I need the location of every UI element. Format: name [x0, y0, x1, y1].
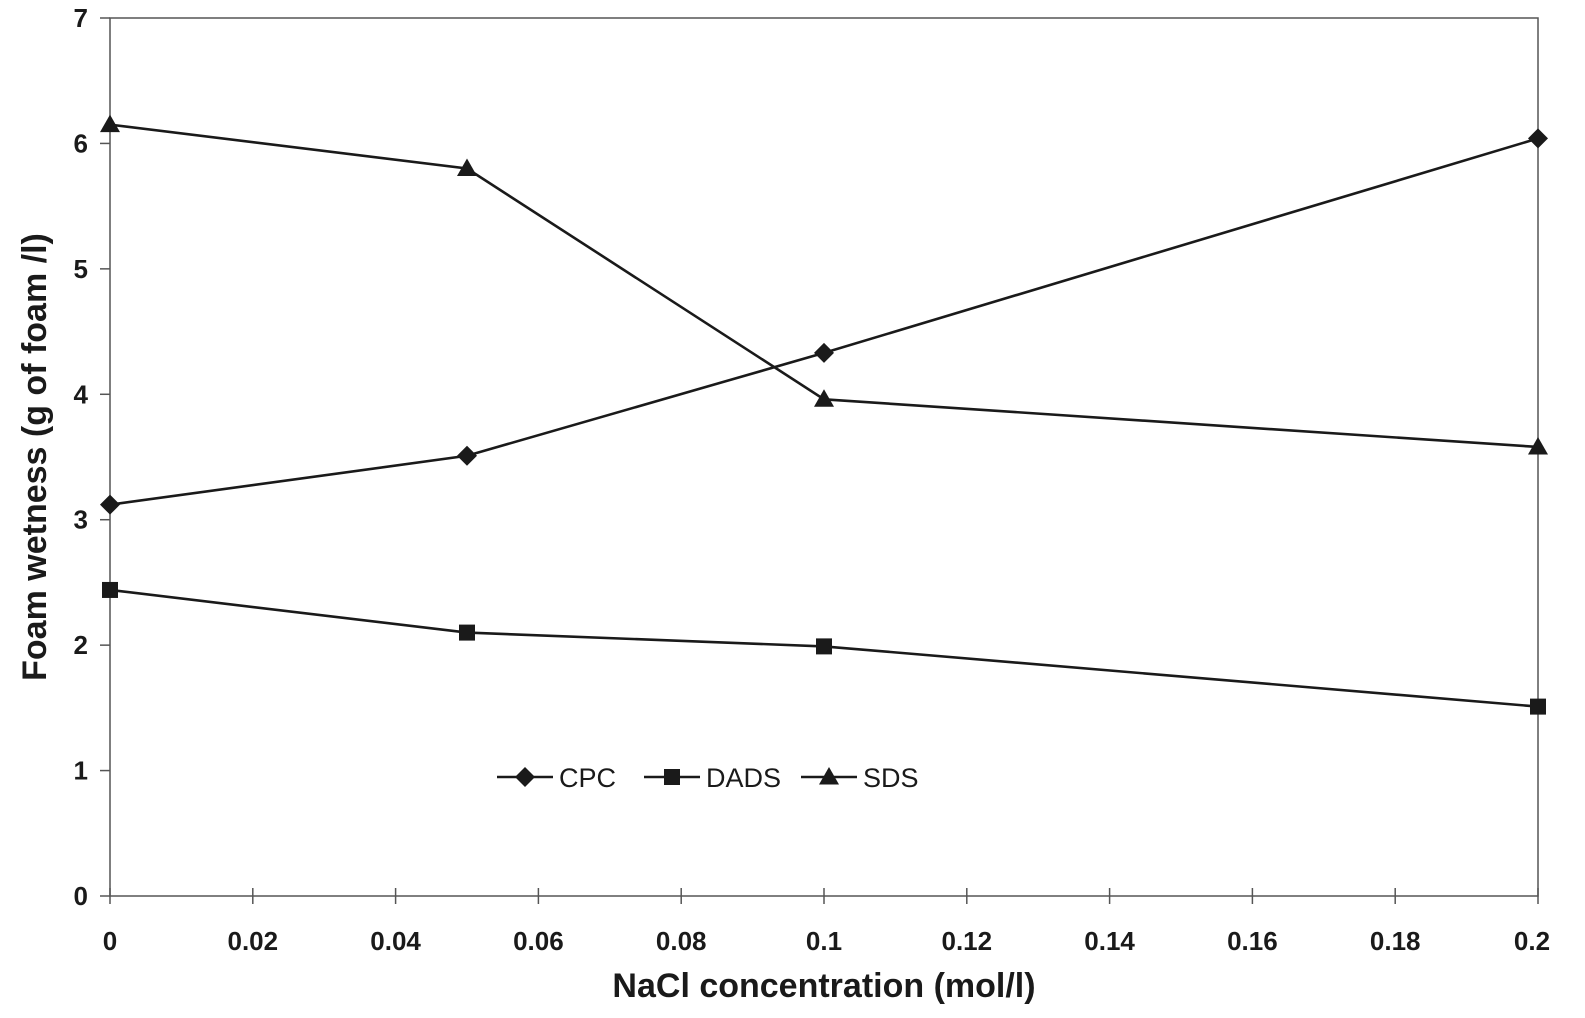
legend-label-sds: SDS — [863, 763, 919, 793]
legend: CPC DADS SDS — [497, 763, 919, 793]
y-tick-label: 4 — [74, 379, 89, 409]
data-point-sds — [457, 158, 477, 177]
series-sds — [100, 114, 1548, 455]
legend-marker-cpc — [515, 767, 535, 787]
x-tick-label: 0.18 — [1370, 926, 1421, 956]
data-point-cpc — [100, 494, 120, 515]
data-point-cpc — [1528, 128, 1548, 149]
legend-marker-sds — [819, 767, 839, 785]
y-tick-label: 7 — [74, 3, 88, 33]
series-line-dads — [109, 588, 1539, 708]
series-layer — [100, 114, 1548, 715]
x-tick-label: 0.08 — [656, 926, 707, 956]
y-tick-label: 6 — [74, 128, 88, 158]
x-axis-ticks: 0 0.02 0.04 0.06 0.08 0.1 0.12 0.14 0.16 0.18 0.2 — [103, 888, 1550, 956]
legend-label-dads: DADS — [706, 763, 781, 793]
legend-marker-dads — [664, 769, 680, 785]
data-point-sds — [814, 389, 834, 407]
x-tick-label: 0.1 — [806, 926, 842, 956]
x-tick-label: 0.06 — [513, 926, 564, 956]
series-line-sds — [109, 123, 1539, 449]
x-tick-label: 0.16 — [1227, 926, 1278, 956]
data-point-dads — [102, 581, 118, 598]
series-cpc — [100, 128, 1548, 515]
y-tick-label: 1 — [74, 756, 88, 786]
y-axis-ticks: 0 1 2 3 4 5 6 7 — [74, 3, 110, 911]
series-dads — [102, 581, 1546, 715]
data-point-dads — [1530, 698, 1546, 715]
x-axis-title: NaCl concentration (mol/l) — [612, 967, 1035, 1005]
x-tick-label: 0.12 — [941, 926, 992, 956]
y-axis-title: Foam wetness (g of foam /l) — [16, 233, 54, 681]
data-point-sds — [100, 114, 120, 133]
data-point-dads — [459, 624, 475, 641]
x-tick-label: 0.02 — [227, 926, 278, 956]
y-tick-label: 3 — [74, 505, 88, 535]
legend-item-dads: DADS — [644, 763, 781, 793]
y-tick-label: 2 — [74, 630, 88, 660]
x-tick-label: 0.2 — [1514, 926, 1550, 956]
legend-item-cpc: CPC — [497, 763, 616, 793]
x-tick-label: 0 — [103, 926, 117, 956]
legend-item-sds: SDS — [801, 763, 919, 793]
data-point-cpc — [814, 342, 834, 363]
legend-label-cpc: CPC — [559, 763, 616, 793]
y-tick-label: 5 — [74, 254, 88, 284]
data-point-sds — [1528, 436, 1548, 455]
x-tick-label: 0.04 — [370, 926, 421, 956]
data-point-cpc — [457, 445, 477, 466]
series-line-cpc — [109, 137, 1539, 506]
y-tick-label: 0 — [74, 881, 88, 911]
x-tick-label: 0.14 — [1084, 926, 1135, 956]
data-point-dads — [816, 638, 832, 655]
